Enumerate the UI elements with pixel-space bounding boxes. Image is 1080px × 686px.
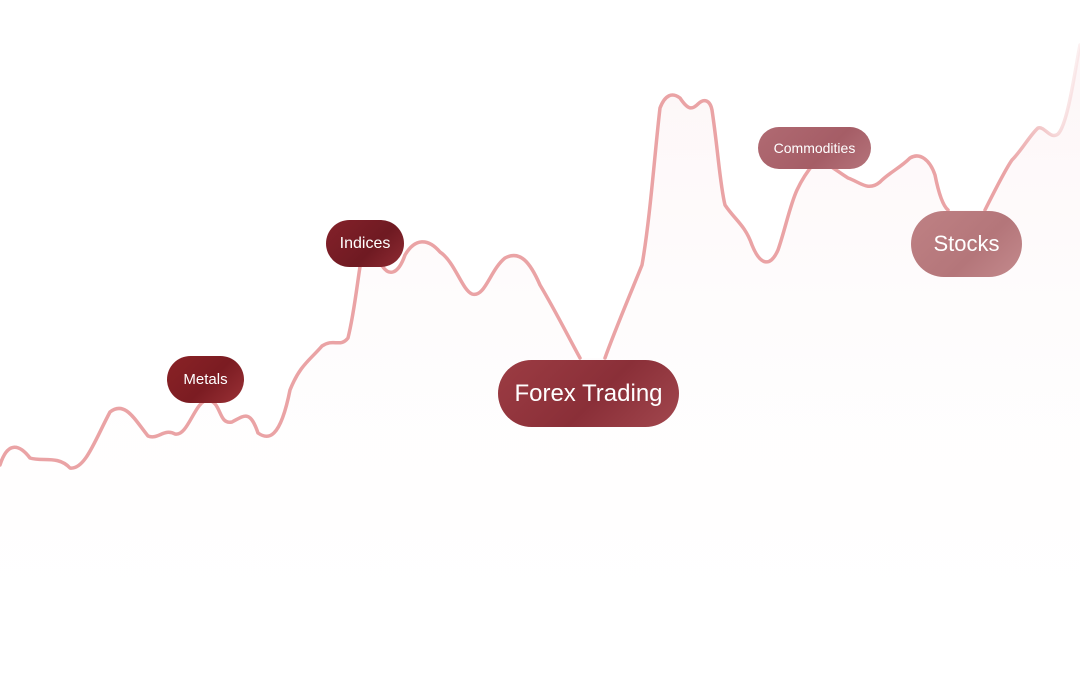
forex-trading-pill[interactable]: Forex Trading <box>498 360 679 427</box>
metals-pill[interactable]: Metals <box>167 356 244 403</box>
trend-line <box>0 43 1080 470</box>
indices-pill[interactable]: Indices <box>326 220 404 267</box>
stocks-pill[interactable]: Stocks <box>911 211 1022 277</box>
commodities-pill[interactable]: Commodities <box>758 127 871 169</box>
